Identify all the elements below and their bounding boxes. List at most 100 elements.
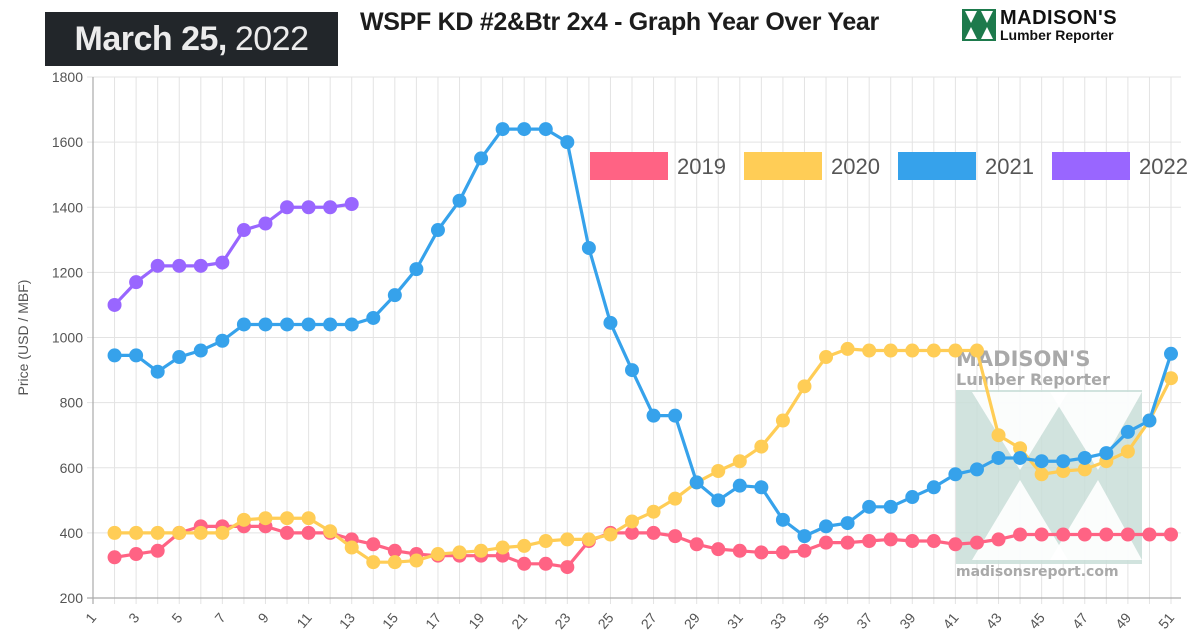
data-point-2022[interactable] (236, 223, 251, 238)
data-point-2021[interactable] (862, 499, 877, 514)
data-point-2021[interactable] (129, 348, 144, 363)
data-point-2021[interactable] (301, 317, 316, 332)
data-point-2019[interactable] (905, 534, 920, 549)
data-point-2020[interactable] (883, 343, 898, 358)
data-point-2019[interactable] (150, 543, 165, 558)
data-point-2021[interactable] (1142, 413, 1157, 428)
data-point-2021[interactable] (969, 462, 984, 477)
data-point-2019[interactable] (1142, 527, 1157, 542)
data-point-2019[interactable] (366, 537, 381, 552)
data-point-2019[interactable] (969, 535, 984, 550)
legend-item-2020[interactable]: 2020 (744, 152, 880, 180)
data-point-2022[interactable] (150, 258, 165, 273)
data-point-2019[interactable] (797, 543, 812, 558)
data-point-2021[interactable] (172, 350, 187, 365)
data-point-2019[interactable] (1034, 527, 1049, 542)
data-point-2019[interactable] (301, 525, 316, 540)
data-point-2021[interactable] (366, 310, 381, 325)
data-point-2020[interactable] (344, 540, 359, 555)
data-point-2021[interactable] (344, 317, 359, 332)
data-point-2020[interactable] (215, 525, 230, 540)
data-point-2020[interactable] (430, 547, 445, 562)
data-point-2021[interactable] (926, 480, 941, 495)
data-point-2021[interactable] (323, 317, 338, 332)
data-point-2021[interactable] (560, 135, 575, 150)
data-point-2021[interactable] (258, 317, 273, 332)
data-point-2020[interactable] (732, 454, 747, 469)
data-point-2019[interactable] (991, 532, 1006, 547)
data-point-2020[interactable] (150, 525, 165, 540)
data-point-2021[interactable] (538, 122, 553, 137)
data-point-2022[interactable] (107, 297, 122, 312)
data-point-2019[interactable] (1099, 527, 1114, 542)
data-point-2020[interactable] (366, 555, 381, 570)
data-point-2019[interactable] (926, 534, 941, 549)
data-point-2021[interactable] (280, 317, 295, 332)
data-point-2021[interactable] (107, 348, 122, 363)
data-point-2020[interactable] (129, 525, 144, 540)
data-point-2019[interactable] (107, 550, 122, 565)
data-point-2020[interactable] (926, 343, 941, 358)
data-point-2020[interactable] (236, 512, 251, 527)
data-point-2021[interactable] (387, 288, 402, 303)
data-point-2021[interactable] (603, 315, 618, 330)
data-point-2021[interactable] (1034, 454, 1049, 469)
data-point-2021[interactable] (236, 317, 251, 332)
data-point-2021[interactable] (732, 478, 747, 493)
data-point-2020[interactable] (323, 524, 338, 539)
data-point-2020[interactable] (517, 538, 532, 553)
data-point-2022[interactable] (258, 216, 273, 231)
data-point-2021[interactable] (452, 193, 467, 208)
data-point-2019[interactable] (517, 556, 532, 571)
data-point-2021[interactable] (1120, 424, 1135, 439)
data-point-2020[interactable] (819, 350, 834, 365)
data-point-2020[interactable] (107, 525, 122, 540)
data-point-2020[interactable] (581, 532, 596, 547)
data-point-2021[interactable] (474, 151, 489, 166)
data-point-2019[interactable] (538, 556, 553, 571)
data-point-2020[interactable] (754, 439, 769, 454)
data-point-2020[interactable] (775, 413, 790, 428)
data-point-2020[interactable] (495, 540, 510, 555)
data-point-2020[interactable] (409, 553, 424, 568)
data-point-2021[interactable] (1013, 450, 1028, 465)
data-point-2019[interactable] (732, 543, 747, 558)
data-point-2020[interactable] (646, 504, 661, 519)
data-point-2019[interactable] (1077, 527, 1092, 542)
data-point-2021[interactable] (150, 364, 165, 379)
data-point-2021[interactable] (430, 223, 445, 238)
data-point-2021[interactable] (1099, 446, 1114, 461)
data-point-2021[interactable] (409, 262, 424, 277)
data-point-2021[interactable] (1164, 346, 1178, 361)
data-point-2021[interactable] (517, 122, 532, 137)
data-point-2020[interactable] (560, 532, 575, 547)
legend[interactable]: 2019 2020 2021 2022 (590, 152, 1188, 180)
data-point-2020[interactable] (387, 555, 402, 570)
data-point-2020[interactable] (1164, 371, 1178, 386)
data-point-2022[interactable] (215, 255, 230, 270)
data-point-2019[interactable] (129, 547, 144, 562)
data-point-2019[interactable] (775, 545, 790, 560)
data-point-2021[interactable] (840, 516, 855, 531)
data-point-2021[interactable] (581, 240, 596, 255)
data-point-2020[interactable] (625, 514, 639, 529)
data-point-2019[interactable] (1120, 527, 1135, 542)
data-point-2021[interactable] (646, 408, 661, 423)
data-point-2019[interactable] (1013, 527, 1028, 542)
data-point-2020[interactable] (1034, 467, 1049, 482)
data-point-2019[interactable] (280, 525, 295, 540)
legend-item-2021[interactable]: 2021 (898, 152, 1034, 180)
data-point-2019[interactable] (668, 529, 683, 544)
data-point-2019[interactable] (646, 525, 661, 540)
data-point-2019[interactable] (387, 543, 402, 558)
data-point-2020[interactable] (797, 379, 812, 394)
data-point-2019[interactable] (560, 560, 575, 575)
data-point-2021[interactable] (948, 467, 963, 482)
data-point-2019[interactable] (754, 545, 769, 560)
data-point-2021[interactable] (797, 529, 812, 544)
data-point-2020[interactable] (280, 511, 295, 526)
data-point-2019[interactable] (711, 542, 726, 557)
data-point-2021[interactable] (689, 475, 704, 490)
data-point-2022[interactable] (344, 196, 359, 211)
data-point-2020[interactable] (172, 525, 187, 540)
